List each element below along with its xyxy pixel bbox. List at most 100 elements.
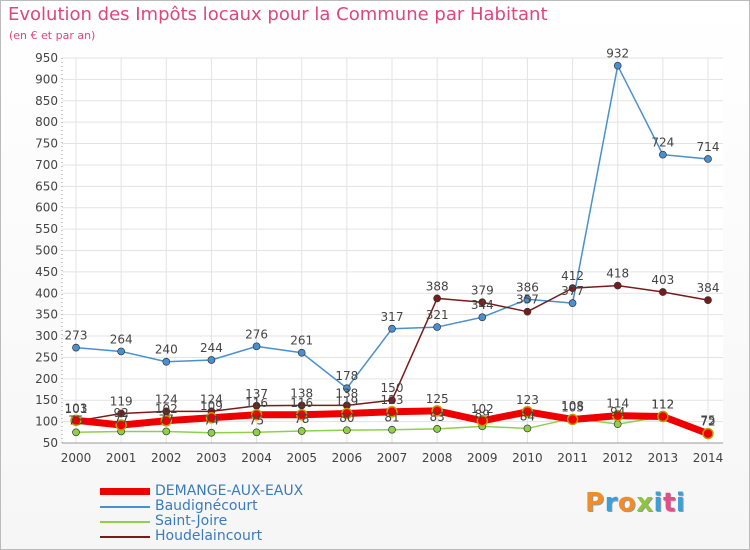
- data-point: [117, 409, 125, 418]
- x-tick-label: 2003: [196, 451, 227, 465]
- x-tick-label: 2001: [106, 451, 137, 465]
- data-label: 108: [561, 399, 584, 413]
- data-label: 137: [245, 387, 268, 401]
- data-point: [433, 323, 441, 331]
- legend-swatch: [100, 536, 150, 538]
- data-point: [613, 281, 622, 290]
- data-label: 418: [606, 267, 629, 281]
- legend-swatch: [100, 521, 150, 523]
- y-tick-label: 450: [35, 265, 58, 279]
- y-tick-label: 400: [35, 286, 58, 300]
- data-point: [704, 296, 712, 304]
- data-point: [521, 406, 534, 418]
- x-tick-label: 2005: [286, 451, 317, 465]
- data-label: 75: [700, 413, 715, 427]
- data-point: [297, 427, 306, 435]
- data-label: 124: [155, 392, 178, 406]
- y-tick-label: 150: [35, 393, 58, 407]
- data-point: [115, 419, 127, 431]
- data-point: [388, 396, 396, 405]
- data-label: 357: [516, 293, 539, 307]
- x-tick-label: 2013: [648, 451, 679, 465]
- data-point: [343, 384, 351, 393]
- data-point: [611, 409, 624, 422]
- data-label: 77: [114, 412, 129, 426]
- legend-label: DEMANGE-AUX-EAUX: [155, 483, 304, 499]
- data-point: [388, 324, 396, 333]
- data-label: 84: [520, 409, 535, 423]
- data-label: 344: [471, 298, 494, 312]
- y-tick-label: 350: [35, 308, 58, 322]
- x-tick-label: 2006: [332, 451, 363, 465]
- data-point: [702, 427, 714, 440]
- data-point: [341, 407, 353, 420]
- data-label: 240: [155, 343, 178, 357]
- legend-label: Baudignécourt: [155, 498, 258, 514]
- legend-label: Houdelaincourt: [155, 528, 263, 544]
- data-point: [704, 155, 712, 163]
- data-label: 83: [430, 410, 445, 424]
- data-point: [295, 409, 308, 421]
- data-label: 932: [606, 47, 629, 61]
- data-label: 379: [471, 283, 494, 297]
- y-tick-label: 100: [35, 415, 58, 429]
- data-point: [205, 412, 218, 424]
- legend-label: Saint-Joire: [155, 513, 228, 529]
- data-label: 125: [426, 392, 449, 406]
- x-tick-label: 2000: [61, 451, 92, 465]
- data-label: 714: [697, 140, 720, 154]
- x-tick-label: 2002: [151, 451, 182, 465]
- y-tick-label: 500: [35, 244, 58, 258]
- data-label: 412: [561, 269, 584, 283]
- data-label: 388: [426, 279, 449, 293]
- data-label: 75: [249, 413, 264, 427]
- data-point: [388, 425, 396, 434]
- data-label: 244: [200, 341, 223, 355]
- y-tick-label: 650: [35, 179, 58, 193]
- data-label: 72: [700, 415, 715, 429]
- data-point: [343, 426, 351, 435]
- data-point: [478, 298, 487, 307]
- x-tick-label: 2014: [693, 451, 724, 465]
- data-point: [568, 284, 577, 292]
- data-point: [478, 313, 487, 322]
- legend-swatch: [100, 506, 150, 508]
- data-point: [613, 420, 622, 429]
- y-tick-label: 50: [43, 436, 58, 450]
- data-point: [657, 410, 669, 423]
- x-tick-label: 2010: [512, 451, 543, 465]
- data-point: [162, 357, 171, 366]
- data-label: 75: [68, 413, 83, 427]
- data-label: 81: [384, 411, 399, 425]
- data-point: [476, 415, 489, 427]
- data-label: 116: [245, 396, 268, 410]
- chart-subtitle: (en € et par an): [9, 29, 96, 42]
- data-label: 321: [426, 308, 449, 322]
- y-tick-label: 300: [35, 329, 58, 343]
- data-label: 123: [516, 393, 539, 407]
- data-label: 101: [65, 402, 88, 416]
- data-point: [252, 428, 261, 437]
- data-point: [117, 347, 125, 356]
- x-tick-label: 2008: [422, 451, 453, 465]
- data-point: [568, 299, 577, 307]
- y-tick-label: 250: [35, 350, 58, 364]
- data-label: 119: [110, 394, 133, 408]
- data-label: 724: [651, 136, 674, 150]
- y-tick-label: 800: [35, 115, 58, 129]
- data-label: 116: [290, 396, 313, 410]
- y-tick-label: 600: [35, 201, 58, 215]
- data-point: [523, 295, 532, 304]
- x-tick-label: 2012: [602, 451, 633, 465]
- x-tick-label: 2007: [377, 451, 408, 465]
- data-label: 77: [159, 412, 174, 426]
- data-label: 80: [339, 411, 354, 425]
- data-label: 112: [651, 397, 674, 411]
- data-label: 92: [114, 406, 129, 420]
- y-tick-label: 950: [35, 51, 58, 65]
- data-label: 114: [606, 397, 629, 411]
- data-label: 276: [245, 327, 268, 341]
- data-label: 109: [200, 399, 223, 413]
- data-label: 94: [610, 405, 625, 419]
